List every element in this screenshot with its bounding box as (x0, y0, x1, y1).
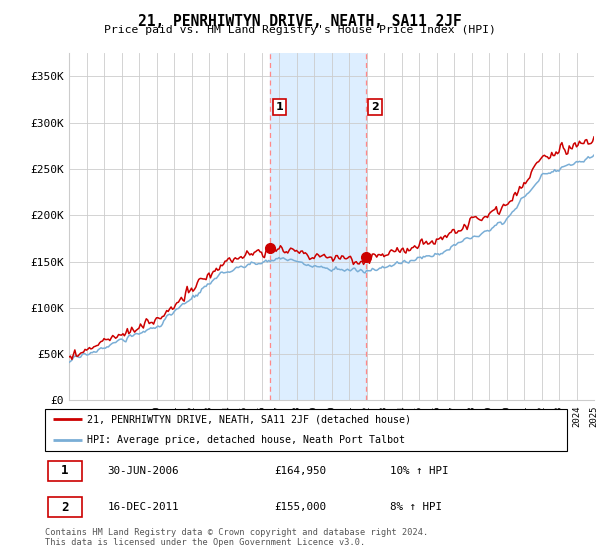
Bar (270, 53, 366, 400)
Text: 21, PENRHIWTYN DRIVE, NEATH, SA11 2JF (detached house): 21, PENRHIWTYN DRIVE, NEATH, SA11 2JF (d… (87, 414, 411, 424)
Text: 30-JUN-2006: 30-JUN-2006 (107, 466, 179, 476)
FancyBboxPatch shape (47, 497, 82, 517)
Text: 10% ↑ HPI: 10% ↑ HPI (389, 466, 448, 476)
Text: 2: 2 (61, 501, 68, 514)
Text: HPI: Average price, detached house, Neath Port Talbot: HPI: Average price, detached house, Neat… (87, 435, 405, 445)
Text: Price paid vs. HM Land Registry's House Price Index (HPI): Price paid vs. HM Land Registry's House … (104, 25, 496, 35)
Text: 16-DEC-2011: 16-DEC-2011 (107, 502, 179, 512)
Text: £164,950: £164,950 (275, 466, 326, 476)
Text: 1: 1 (61, 464, 68, 477)
Text: £155,000: £155,000 (275, 502, 326, 512)
Text: Contains HM Land Registry data © Crown copyright and database right 2024.
This d: Contains HM Land Registry data © Crown c… (45, 528, 428, 547)
Text: 2: 2 (371, 102, 379, 112)
Text: 21, PENRHIWTYN DRIVE, NEATH, SA11 2JF: 21, PENRHIWTYN DRIVE, NEATH, SA11 2JF (138, 14, 462, 29)
FancyBboxPatch shape (47, 461, 82, 480)
Text: 1: 1 (275, 102, 283, 112)
Text: 8% ↑ HPI: 8% ↑ HPI (389, 502, 442, 512)
